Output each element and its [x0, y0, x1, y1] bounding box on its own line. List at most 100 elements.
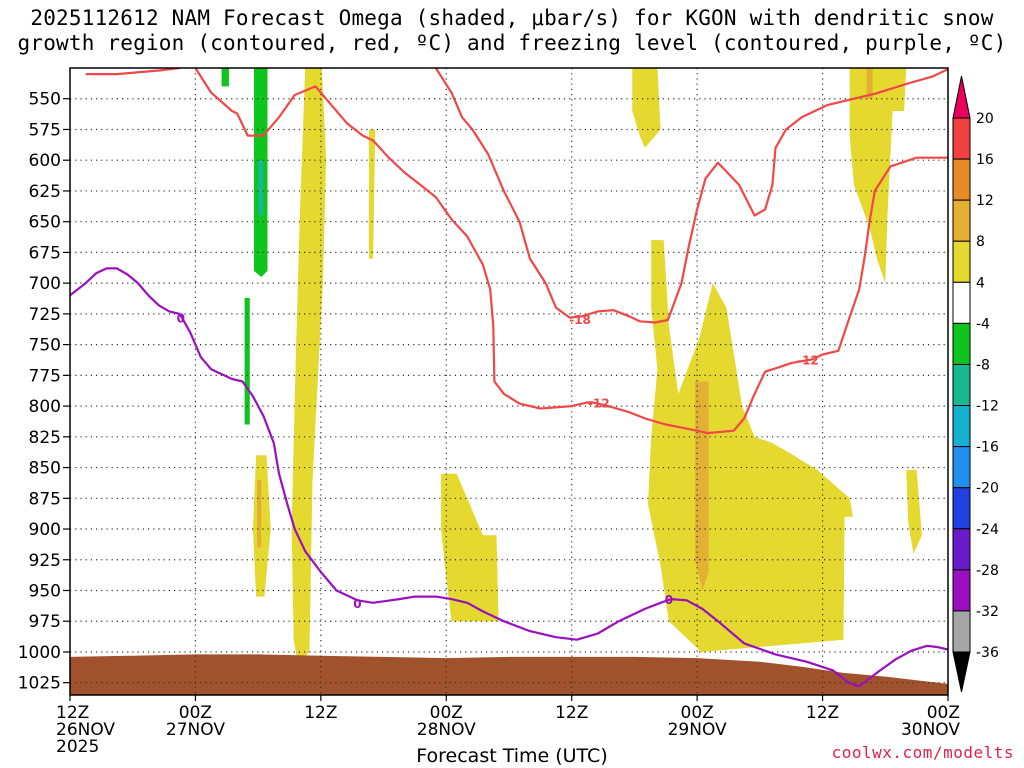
- contour-label-text-5: 0: [665, 593, 673, 607]
- contour-label-text-3: -12: [797, 353, 819, 367]
- x-tick-label-6-1: 12Z: [806, 703, 839, 723]
- colorbar-bin-1: [952, 158, 971, 201]
- y-tick-label-8: 750: [29, 336, 61, 356]
- grid-layer: [70, 68, 948, 695]
- x-tick-label-0-1: 12Z: [56, 703, 89, 723]
- omega-region-11: [695, 381, 709, 591]
- x-tick-label-1-1: 00Z: [179, 703, 212, 723]
- x-tick-label-2-1: 12Z: [304, 703, 337, 723]
- x-tick-label-7-2: 30NOV: [901, 720, 960, 740]
- contour-label-5: 0: [665, 593, 673, 607]
- y-tick-label-5: 675: [29, 243, 61, 263]
- y-axis: 550 575 600 625 650 675 700 725 750 775 800 825 850 8…: [18, 90, 70, 694]
- colorbar-label-11: -28: [976, 563, 999, 579]
- contour-label-4: 0: [353, 597, 361, 611]
- contour-label-text-1: -18: [569, 313, 591, 327]
- omega-shading-layer: [221, 68, 922, 665]
- omega-region-6: [252, 455, 271, 597]
- omega-region-9: [632, 68, 661, 148]
- colorbar-label-0: 20: [976, 111, 994, 127]
- colorbar-bin-4: [952, 281, 971, 324]
- colorbar-label-1: 16: [976, 152, 994, 168]
- colorbar-bin-2: [952, 199, 971, 242]
- colorbar-label-6: -8: [976, 357, 990, 373]
- colorbar-label-9: -20: [976, 481, 999, 497]
- colorbar-bin-10: [952, 528, 971, 571]
- y-tick-label-17: 975: [29, 612, 61, 632]
- omega-region-5: [368, 129, 376, 259]
- colorbar-label-3: 8: [976, 234, 985, 250]
- y-tick-label-7: 725: [29, 305, 61, 325]
- y-tick-label-16: 950: [29, 582, 61, 602]
- contour-label-3: -12: [797, 353, 819, 367]
- y-tick-label-0: 550: [29, 90, 61, 110]
- x-tick-label-0-2: 26NOV: [56, 720, 115, 740]
- y-tick-label-6: 700: [29, 274, 61, 294]
- omega-region-4: [291, 68, 327, 665]
- colorbar-bin-5: [952, 322, 971, 365]
- colorbar-bin-7: [952, 405, 971, 448]
- y-tick-label-19: 1025: [18, 674, 61, 694]
- terrain-surface: [70, 654, 948, 695]
- chart-title-line2: growth region (contoured, red, ºC) and f…: [17, 31, 1007, 55]
- x-tick-label-0-3: 2025: [56, 737, 99, 757]
- plot-frame: [69, 67, 949, 696]
- colorbar-label-7: -12: [976, 399, 999, 415]
- contour-label-2: -12: [588, 396, 610, 410]
- colorbar-label-5: -4: [976, 316, 990, 332]
- y-tick-label-11: 825: [29, 428, 61, 448]
- x-axis-title: Forecast Time (UTC): [416, 745, 608, 767]
- contour-line-0: [85, 68, 180, 76]
- y-tick-label-13: 875: [29, 489, 61, 509]
- omega-region-0: [221, 68, 229, 87]
- y-tick-label-1: 575: [29, 120, 61, 140]
- chart-title-line1: 2025112612 NAM Forecast Omega (shaded, μ…: [30, 6, 994, 30]
- chart-title: 2025112612 NAM Forecast Omega (shaded, μ…: [0, 6, 1024, 56]
- contour-line-2: [434, 68, 948, 324]
- colorbar-label-8: -16: [976, 440, 999, 456]
- contour-label-text-4: 0: [353, 597, 361, 611]
- contour-label-1: -18: [569, 313, 591, 327]
- colorbar-label-12: -32: [976, 604, 999, 620]
- y-tick-label-10: 800: [29, 397, 61, 417]
- omega-region-7: [257, 479, 262, 548]
- contour-label-layer: 0 -18 -12 -12 0 0: [177, 312, 819, 611]
- x-tick-label-4-1: 12Z: [555, 703, 588, 723]
- omega-region-8: [441, 473, 499, 622]
- colorbar-bin-11: [952, 569, 971, 612]
- x-tick-label-3-1: 00Z: [430, 703, 463, 723]
- colorbar-top-arrow: [952, 75, 971, 119]
- y-tick-label-3: 625: [29, 182, 61, 202]
- credit-text: coolwx.com/modelts: [831, 743, 1014, 762]
- omega-region-3: [244, 297, 250, 425]
- colorbar: 20 16 12 8 4 -4 -8 -12 -16 -20 -24 -28 -32 -36: [952, 75, 999, 693]
- contour-line-4: [858, 644, 948, 688]
- colorbar-label-10: -24: [976, 522, 999, 538]
- x-tick-label-5-1: 00Z: [681, 703, 714, 723]
- y-tick-label-9: 775: [29, 366, 61, 386]
- y-tick-label-15: 925: [29, 551, 61, 571]
- colorbar-bin-3: [952, 240, 971, 283]
- y-tick-label-14: 900: [29, 520, 61, 540]
- contour-label-text-2: -12: [588, 396, 610, 410]
- x-tick-label-5-2: 29NOV: [668, 720, 727, 740]
- y-tick-label-4: 650: [29, 213, 61, 233]
- x-tick-label-3-2: 28NOV: [417, 720, 476, 740]
- colorbar-label-4: 4: [976, 275, 985, 291]
- omega-region-12: [849, 68, 907, 284]
- colorbar-bin-6: [952, 363, 971, 407]
- colorbar-bin-12: [952, 610, 971, 653]
- omega-region-14: [906, 470, 922, 554]
- contour-layer: [70, 68, 948, 688]
- colorbar-bottom-arrow: [952, 651, 971, 693]
- contour-label-0: 0: [177, 312, 185, 326]
- colorbar-label-2: 12: [976, 193, 994, 209]
- omega-region-13: [866, 68, 873, 99]
- colorbar-bin-9: [952, 487, 971, 530]
- colorbar-bin-8: [952, 446, 971, 489]
- x-tick-label-7-1: 00Z: [927, 703, 960, 723]
- terrain-layer: [70, 654, 948, 695]
- y-tick-label-2: 600: [29, 151, 61, 171]
